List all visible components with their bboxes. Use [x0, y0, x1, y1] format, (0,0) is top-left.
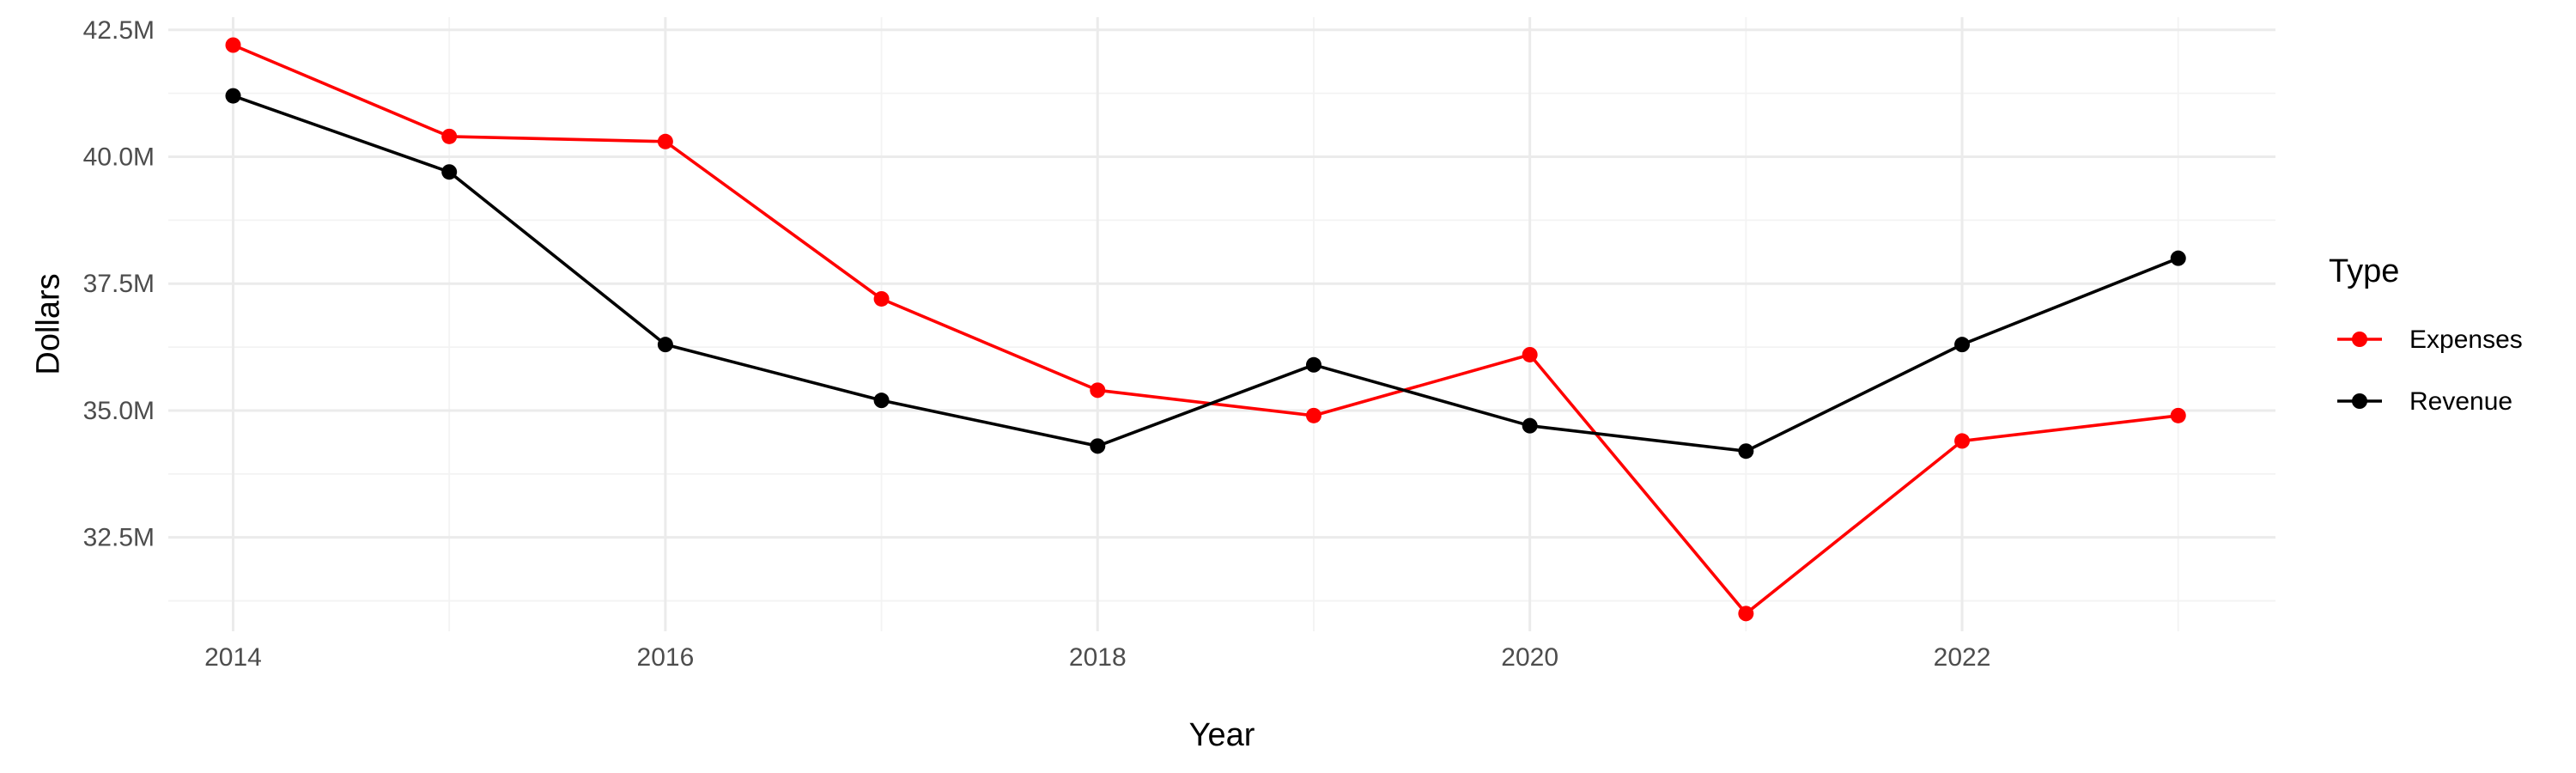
data-point-revenue	[1090, 438, 1106, 454]
y-tick-label: 32.5M	[83, 524, 155, 552]
series-line-expenses	[232, 43, 2178, 616]
data-point-revenue	[2170, 250, 2186, 266]
data-point-revenue	[1522, 417, 1538, 434]
x-axis-title: Year	[1189, 717, 1255, 753]
data-point-expenses	[1090, 382, 1106, 399]
legend-label: Revenue	[2409, 387, 2512, 416]
x-tick-label: 2018	[1069, 643, 1127, 672]
legend-key-point	[2352, 332, 2367, 347]
data-point-revenue	[657, 337, 673, 353]
data-point-expenses	[441, 128, 458, 144]
data-point-expenses	[1305, 407, 1321, 423]
data-point-revenue	[225, 88, 241, 104]
data-point-revenue	[1305, 356, 1321, 373]
legend-items: Expenses Revenue	[2337, 326, 2523, 416]
series-line-revenue	[232, 94, 2179, 453]
x-tick-label: 2016	[637, 643, 695, 672]
data-point-revenue	[441, 164, 458, 180]
x-tick-label: 2020	[1501, 643, 1558, 672]
y-tick-label: 40.0M	[83, 143, 155, 172]
y-axis-title: Dollars	[30, 273, 66, 374]
data-point-expenses	[1522, 346, 1538, 362]
x-tick-label: 2014	[204, 643, 262, 672]
x-axis-ticks: 2014 2016 2018 2020 2022	[204, 643, 1990, 672]
data-point-expenses	[225, 37, 241, 53]
data-point-expenses	[2170, 407, 2186, 423]
legend-title: Type	[2329, 253, 2399, 289]
legend-key-point	[2352, 393, 2367, 409]
y-tick-label: 42.5M	[83, 16, 155, 45]
data-point-expenses	[657, 133, 673, 149]
y-tick-label: 35.0M	[83, 397, 155, 425]
data-point-expenses	[1954, 433, 1971, 449]
grid	[168, 17, 2275, 631]
data-point-revenue	[873, 393, 890, 409]
x-tick-label: 2022	[1934, 643, 1991, 672]
data-point-expenses	[873, 290, 890, 307]
data-point-revenue	[1738, 443, 1754, 460]
y-axis-ticks: 32.5M 35.0M 37.5M 40.0M 42.5M	[83, 16, 155, 552]
legend: Type Expenses Revenue	[2329, 253, 2523, 416]
data-point-revenue	[1954, 337, 1971, 353]
y-tick-label: 37.5M	[83, 270, 155, 298]
legend-label: Expenses	[2409, 326, 2523, 354]
data-point-expenses	[1738, 606, 1754, 622]
data-points	[225, 37, 2186, 622]
series-lines	[232, 43, 2179, 616]
